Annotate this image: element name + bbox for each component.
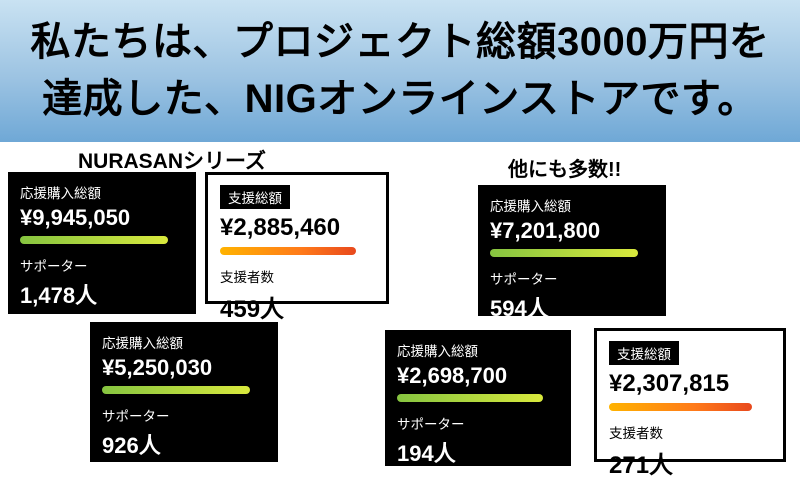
amount-label: 支援総額	[609, 341, 679, 365]
supporter-count: 459人	[220, 296, 285, 323]
amount-label: 応援購入総額	[397, 344, 478, 359]
stat-card: 応援購入総額 ¥2,698,700 サポーター 194人	[385, 330, 571, 466]
amount-label: 応援購入総額	[102, 336, 183, 351]
progress-bar	[20, 236, 168, 244]
header-banner: 私たちは、プロジェクト総額3000万円を 達成した、NIGオンラインストアです。	[0, 0, 800, 142]
section-title-nurasan-series: NURASANシリーズ	[78, 150, 266, 173]
banner-line-2: 達成した、NIGオンラインストアです。	[42, 77, 758, 121]
amount-value: ¥2,307,815	[609, 370, 730, 397]
supporter-label: サポーター	[20, 259, 88, 274]
stat-card: 支援総額 ¥2,885,460 支援者数 459人	[205, 172, 389, 323]
supporter-count: 271人	[609, 452, 674, 479]
stat-card: 応援購入総額 ¥7,201,800 サポーター 594人	[478, 185, 666, 321]
supporter-label: サポーター	[490, 272, 558, 287]
supporter-label: サポーター	[397, 417, 465, 432]
amount-value: ¥5,250,030	[102, 355, 213, 380]
amount-value: ¥2,698,700	[397, 363, 508, 388]
progress-bar	[609, 403, 752, 411]
supporter-count: 926人	[102, 433, 161, 458]
stat-card: 支援総額 ¥2,307,815 支援者数 271人	[594, 328, 786, 479]
supporter-count: 594人	[490, 296, 549, 321]
progress-bar	[397, 394, 543, 402]
stat-card: 応援購入総額 ¥5,250,030 サポーター 926人	[90, 322, 278, 462]
progress-bar	[220, 247, 356, 255]
progress-bar	[102, 386, 250, 394]
section-title-many-more: 他にも多数!!	[508, 159, 622, 181]
amount-value: ¥7,201,800	[490, 218, 601, 243]
amount-label: 応援購入総額	[20, 186, 101, 201]
supporter-label: 支援者数	[609, 426, 663, 441]
supporter-count: 194人	[397, 441, 456, 466]
progress-bar	[490, 249, 638, 257]
amount-value: ¥2,885,460	[220, 214, 341, 241]
stat-card: 応援購入総額 ¥9,945,050 サポーター 1,478人	[8, 172, 196, 314]
amount-value: ¥9,945,050	[20, 205, 131, 230]
amount-label: 応援購入総額	[490, 199, 571, 214]
supporter-label: 支援者数	[220, 270, 274, 285]
supporter-label: サポーター	[102, 409, 170, 424]
amount-label: 支援総額	[220, 185, 290, 209]
banner-line-1: 私たちは、プロジェクト総額3000万円を	[30, 20, 770, 65]
supporter-count: 1,478人	[20, 283, 98, 308]
